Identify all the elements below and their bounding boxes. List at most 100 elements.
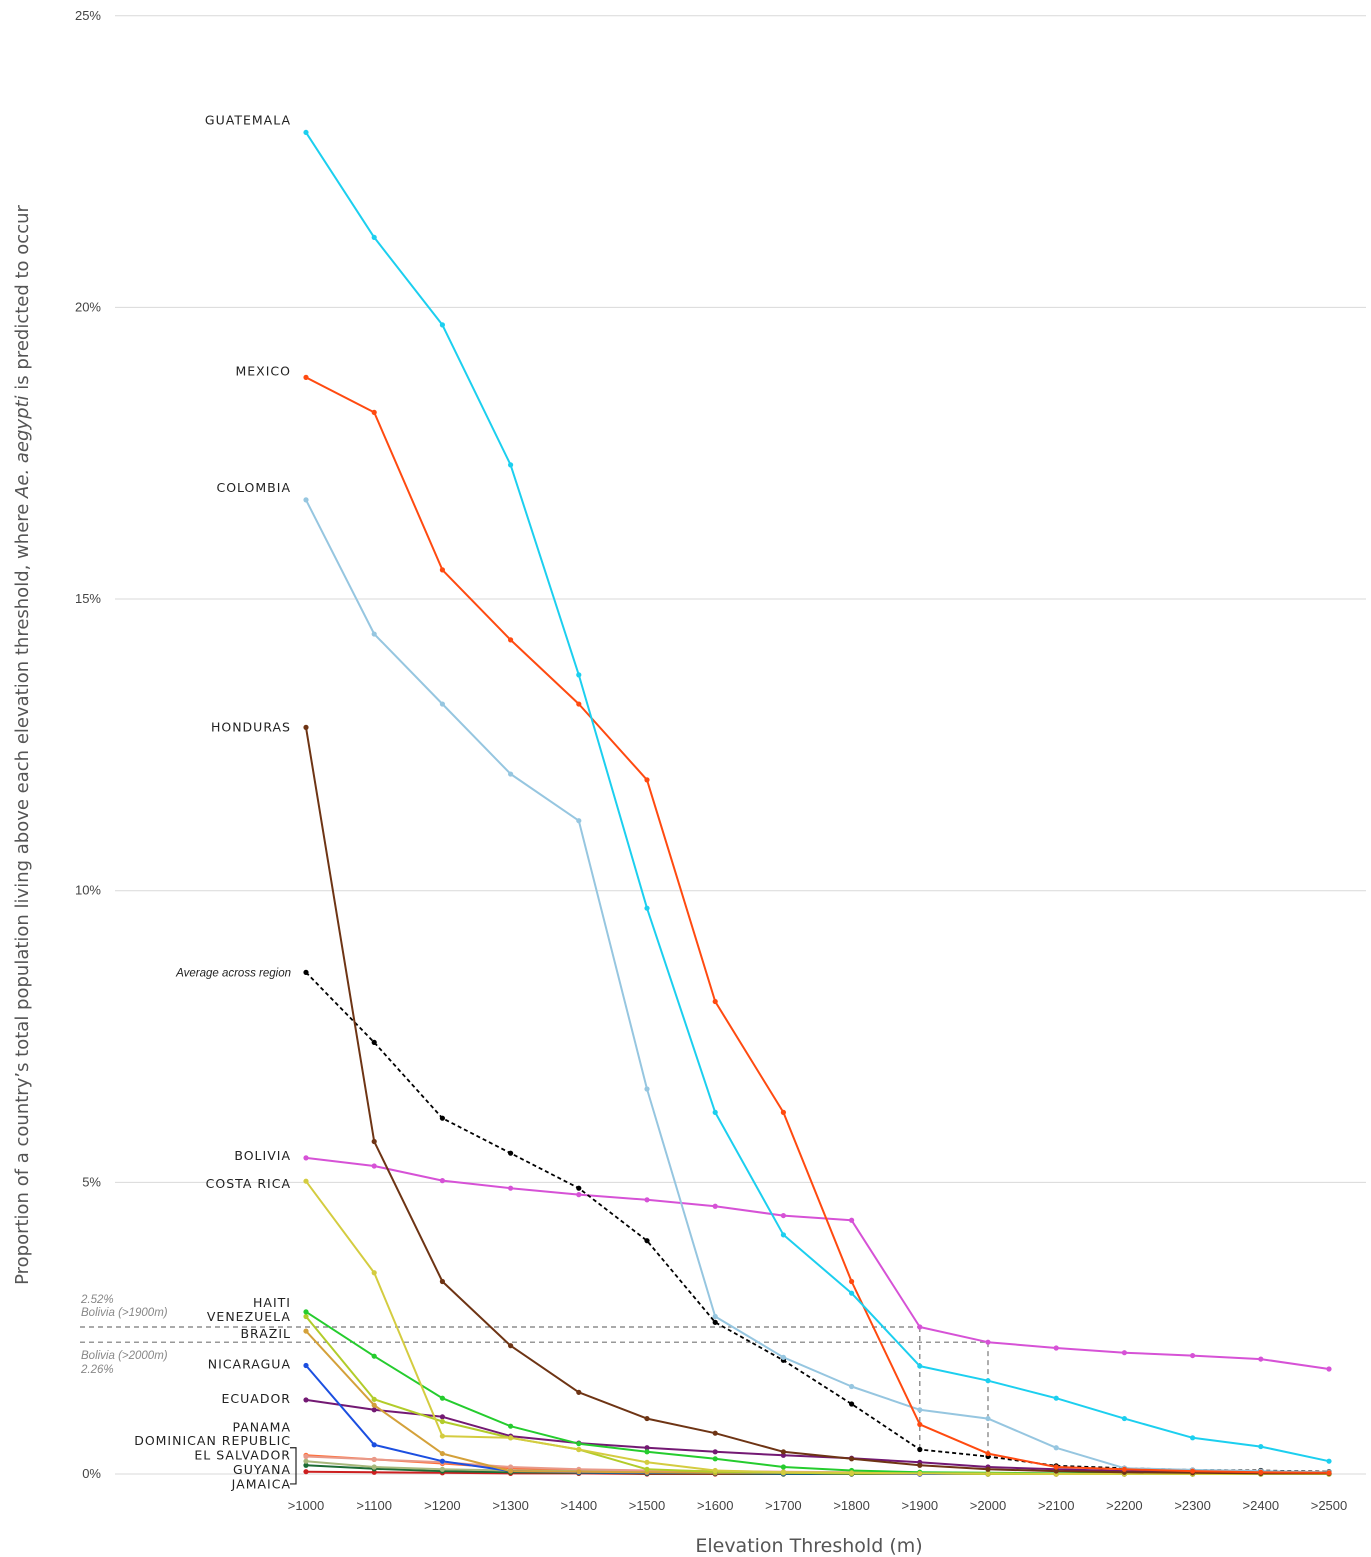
- series-label-costa-rica: COSTA RICA: [206, 1176, 291, 1191]
- data-point-bolivia: [1053, 1345, 1059, 1351]
- data-point-mexico: [1121, 1466, 1127, 1472]
- data-point-average-across-region: [917, 1446, 923, 1453]
- data-point-honduras: [644, 1415, 650, 1422]
- bolivia-1900-label-annotation: Bolivia (>1900m): [81, 1307, 168, 1319]
- data-point-mexico: [849, 1278, 855, 1285]
- data-point-ecuador: [712, 1449, 718, 1455]
- series-label-mexico: MEXICO: [236, 364, 292, 379]
- data-point-honduras: [1053, 1468, 1059, 1474]
- data-point-colombia: [1053, 1445, 1059, 1451]
- data-point-ecuador: [644, 1445, 650, 1451]
- data-point-guatemala: [1121, 1415, 1127, 1422]
- data-point-honduras: [576, 1389, 582, 1395]
- data-point-costa-rica: [439, 1433, 445, 1439]
- data-point-costa-rica: [917, 1470, 923, 1477]
- series-line-bolivia: [305, 1156, 1330, 1370]
- data-point-mexico: [917, 1421, 923, 1428]
- series-label-venezuela: VENEZUELA: [207, 1309, 291, 1324]
- data-point-guatemala: [1258, 1443, 1264, 1450]
- data-point-mexico: [1190, 1468, 1196, 1474]
- y-tick-label: 0%: [82, 1466, 101, 1481]
- series-label-brazil: BRAZIL: [240, 1326, 291, 1341]
- bolivia-reference-guides: [80, 1326, 989, 1457]
- x-tick-label: >1800: [833, 1498, 870, 1513]
- data-point-dominican-republic: [303, 1458, 309, 1464]
- y-tick-label: 5%: [82, 1174, 101, 1189]
- data-point-guatemala: [1190, 1435, 1196, 1441]
- data-point-bolivia: [439, 1178, 445, 1184]
- series-line-mexico: [305, 376, 1330, 1474]
- data-point-colombia: [508, 771, 514, 777]
- series-label-bolivia: BOLIVIA: [234, 1148, 291, 1163]
- series-label-nicaragua: NICARAGUA: [208, 1356, 291, 1371]
- data-point-ecuador: [303, 1397, 309, 1403]
- series-line-colombia: [305, 499, 1330, 1474]
- data-point-mexico: [508, 637, 514, 643]
- data-point-guatemala: [1053, 1395, 1059, 1401]
- data-point-mexico: [1326, 1470, 1332, 1476]
- data-point-honduras: [917, 1462, 923, 1468]
- data-point-bolivia: [576, 1191, 582, 1198]
- data-point-venezuela: [439, 1418, 445, 1425]
- data-point-jamaica: [303, 1469, 309, 1475]
- data-point-colombia: [303, 497, 309, 503]
- data-point-mexico: [576, 701, 582, 707]
- data-point-honduras: [508, 1343, 514, 1349]
- data-point-costa-rica: [780, 1469, 787, 1475]
- data-point-average-across-region: [303, 969, 309, 975]
- x-tick-label: >2400: [1243, 1498, 1280, 1513]
- series-points: [303, 129, 1332, 1477]
- data-point-brazil: [508, 1468, 514, 1474]
- bolivia-2000-label-annotation: Bolivia (>2000m): [81, 1350, 168, 1362]
- data-point-average-across-region: [712, 1319, 718, 1325]
- x-tick-label: >2500: [1311, 1498, 1348, 1513]
- data-point-average-across-region: [439, 1115, 445, 1121]
- data-point-brazil: [303, 1328, 309, 1334]
- data-point-dominican-republic: [439, 1466, 445, 1472]
- data-point-honduras: [849, 1456, 855, 1462]
- series-label-honduras: HONDURAS: [211, 719, 291, 734]
- data-point-guatemala: [1326, 1458, 1332, 1464]
- data-point-average-across-region: [576, 1185, 582, 1191]
- data-point-guatemala: [917, 1363, 923, 1369]
- data-point-colombia: [849, 1383, 855, 1390]
- data-point-average-across-region: [849, 1401, 855, 1407]
- data-point-dominican-republic: [371, 1464, 377, 1470]
- data-point-mexico: [644, 777, 650, 783]
- data-point-mexico: [780, 1109, 787, 1115]
- series-line-honduras: [305, 727, 1329, 1475]
- data-point-bolivia: [1121, 1350, 1127, 1356]
- data-point-bolivia: [917, 1324, 923, 1330]
- data-point-costa-rica: [712, 1467, 718, 1474]
- data-point-colombia: [917, 1407, 923, 1413]
- x-tick-label: >1100: [356, 1498, 392, 1513]
- series-lines: [305, 131, 1330, 1475]
- data-point-bolivia: [303, 1155, 309, 1161]
- x-tick-label: >2100: [1038, 1498, 1075, 1513]
- gridlines: [115, 15, 1366, 1475]
- data-point-mexico: [439, 567, 445, 573]
- data-point-guyana: [303, 1462, 309, 1468]
- x-tick-label: >1900: [902, 1498, 939, 1513]
- data-point-haiti: [508, 1423, 514, 1429]
- x-tick-label: >2200: [1106, 1498, 1143, 1513]
- data-point-nicaragua: [371, 1442, 377, 1448]
- data-point-honduras: [303, 724, 309, 730]
- data-point-panama: [508, 1464, 514, 1470]
- y-tick-label: 25%: [75, 8, 101, 23]
- data-point-venezuela: [371, 1396, 377, 1402]
- series-label-guatemala: GUATEMALA: [205, 113, 291, 128]
- data-point-honduras: [780, 1449, 787, 1455]
- data-point-mexico: [1258, 1469, 1264, 1475]
- data-point-honduras: [712, 1430, 718, 1436]
- data-point-panama: [303, 1453, 309, 1460]
- series-label-dominican-republic: DOMINICAN REPUBLIC: [134, 1433, 291, 1448]
- data-point-bolivia: [780, 1212, 787, 1219]
- label-bracket: [290, 1447, 297, 1485]
- data-point-venezuela: [644, 1466, 650, 1472]
- data-point-costa-rica: [508, 1435, 514, 1441]
- data-point-nicaragua: [439, 1458, 445, 1464]
- data-point-guatemala: [439, 322, 445, 328]
- data-point-guatemala: [644, 905, 650, 911]
- series-label-ecuador: ECUADOR: [222, 1391, 291, 1406]
